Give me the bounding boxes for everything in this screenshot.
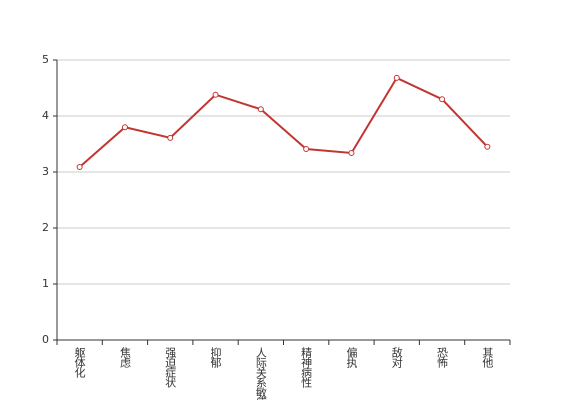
x-tick-label: 人际关系敏感 bbox=[254, 347, 267, 400]
x-tick-label: 偏执 bbox=[345, 346, 358, 369]
point bbox=[167, 134, 174, 141]
x-tick-label: 焦虑 bbox=[118, 347, 131, 368]
y-tick-label: 2 bbox=[42, 221, 49, 234]
x-tick-label: 抑郁 bbox=[209, 346, 222, 368]
point bbox=[121, 124, 128, 131]
x-tick-label: 恐怖 bbox=[436, 347, 449, 368]
x-tick-label: 强迫症状 bbox=[164, 347, 177, 388]
x-tick-label: 精神病性 bbox=[300, 347, 313, 389]
x-tick-label: 敌对 bbox=[390, 346, 403, 368]
point bbox=[393, 74, 400, 81]
y-tick-label: 0 bbox=[42, 333, 49, 346]
y-tick-label: 5 bbox=[42, 53, 49, 66]
point bbox=[212, 91, 219, 98]
y-tick-label: 3 bbox=[42, 165, 49, 178]
point bbox=[76, 163, 83, 170]
point bbox=[303, 146, 310, 153]
y-tick-label: 1 bbox=[42, 277, 49, 290]
x-tick-label: 其他 bbox=[481, 347, 494, 368]
x-tick-label: 躯体化 bbox=[73, 347, 86, 379]
point bbox=[484, 143, 491, 150]
line bbox=[78, 76, 489, 168]
y-tick-label: 4 bbox=[42, 109, 49, 122]
point bbox=[348, 149, 355, 156]
point bbox=[439, 96, 446, 103]
point bbox=[257, 106, 264, 113]
